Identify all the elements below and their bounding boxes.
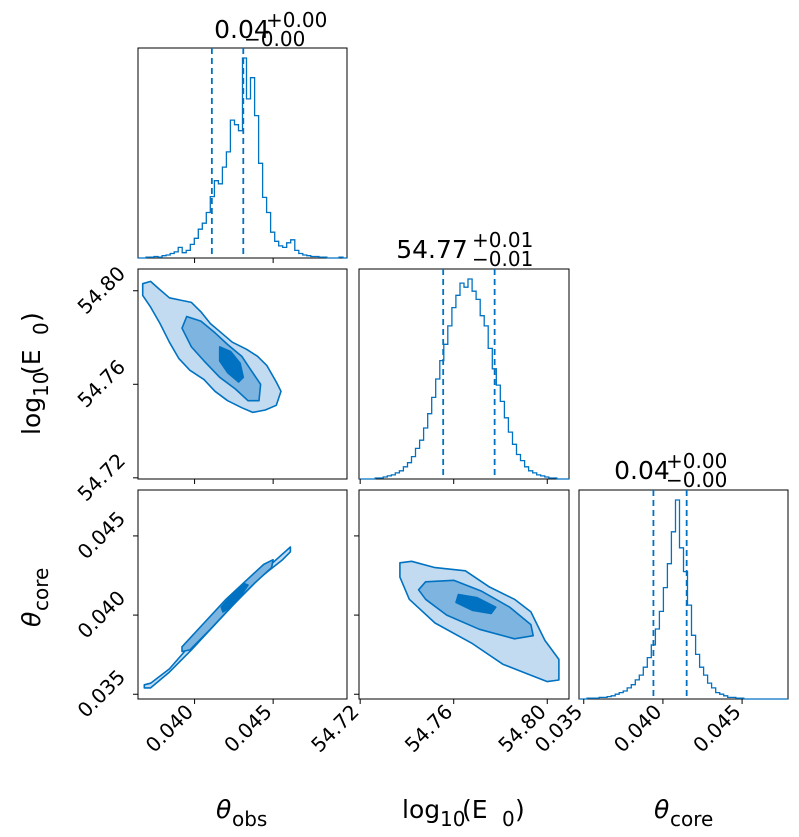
y-axis-label-log10-e0: log 10 (E 0 ) bbox=[17, 312, 53, 435]
title-minus: −0.00 bbox=[666, 468, 727, 492]
contours-theta-obs-log10-e0 bbox=[141, 280, 282, 414]
label-base: log bbox=[17, 397, 46, 435]
panel-2d-theta-obs-vs-log10-e0 bbox=[137, 268, 348, 480]
label-base: θ bbox=[17, 612, 46, 627]
title-theta-obs: 0.04 bbox=[214, 15, 270, 44]
panel-hist-theta-obs: 0.04 +0.00 −0.00 bbox=[137, 8, 348, 259]
label-tail-sub: 0 bbox=[29, 322, 53, 335]
histogram-theta-obs bbox=[138, 48, 347, 259]
panel-2d-theta-obs-vs-theta-core bbox=[137, 489, 348, 700]
label-tail: (E bbox=[462, 795, 488, 824]
label-sub: 10 bbox=[29, 372, 53, 397]
label-base: θ bbox=[654, 795, 669, 824]
label-sub: obs bbox=[232, 807, 267, 831]
label-end: ) bbox=[17, 312, 46, 322]
contour-inner bbox=[218, 346, 245, 383]
x-axis-label-log10-e0: log 10 (E 0 ) bbox=[402, 795, 525, 831]
contours-log10-e0-theta-core bbox=[399, 560, 560, 683]
contours-theta-obs-theta-core bbox=[143, 546, 292, 689]
title-minus: −0.01 bbox=[472, 247, 533, 271]
histogram-theta-core bbox=[579, 490, 788, 700]
panel-frame bbox=[137, 268, 348, 480]
title-plus: +0.01 bbox=[472, 228, 533, 252]
histogram-log10-e0 bbox=[359, 269, 569, 480]
label-base: log bbox=[402, 795, 440, 824]
panel-hist-theta-core: 0.04 +0.00 −0.00 bbox=[578, 449, 789, 700]
panel-frame bbox=[358, 489, 570, 700]
x-axis-label-theta-core: θ core bbox=[654, 795, 713, 831]
x-axis-label-theta-obs: θ obs bbox=[216, 795, 267, 831]
contour-inner bbox=[220, 582, 249, 613]
contour-inner bbox=[455, 593, 497, 615]
title-plus: +0.00 bbox=[266, 8, 327, 32]
label-sub: core bbox=[670, 807, 713, 831]
histogram-step bbox=[579, 499, 788, 700]
title-log10-e0: 54.77 bbox=[396, 235, 468, 264]
panel-frame bbox=[358, 268, 570, 480]
title-theta-core: 0.04 bbox=[614, 456, 670, 485]
label-sub: 10 bbox=[440, 807, 465, 831]
label-base: θ bbox=[216, 795, 231, 824]
y-axis-label-theta-core: θ core bbox=[17, 568, 53, 627]
histogram-step bbox=[359, 278, 569, 480]
panel-hist-log10-e0: 54.77 +0.01 −0.01 bbox=[358, 228, 570, 480]
panel-2d-log10-e0-vs-theta-core bbox=[358, 489, 570, 700]
title-plus: +0.00 bbox=[666, 449, 727, 473]
label-tail: (E bbox=[17, 349, 46, 375]
histogram-step bbox=[138, 57, 347, 259]
panel-frame bbox=[137, 489, 348, 700]
panel-frame bbox=[578, 489, 789, 700]
label-sub: core bbox=[29, 568, 53, 611]
title-value: 0.04 bbox=[214, 15, 270, 44]
label-end: ) bbox=[515, 795, 525, 824]
title-minus: −0.00 bbox=[244, 27, 305, 51]
label-tail-sub: 0 bbox=[502, 807, 515, 831]
